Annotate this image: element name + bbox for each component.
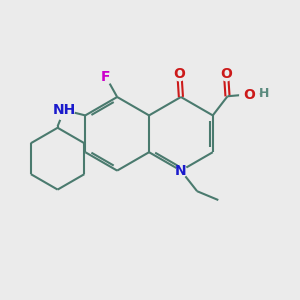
Text: O: O [173,67,185,81]
Text: H: H [259,87,269,100]
Text: NH: NH [52,103,76,117]
Text: F: F [101,70,111,84]
Text: N: N [175,164,187,178]
Text: O: O [220,67,232,81]
Text: O: O [243,88,255,102]
